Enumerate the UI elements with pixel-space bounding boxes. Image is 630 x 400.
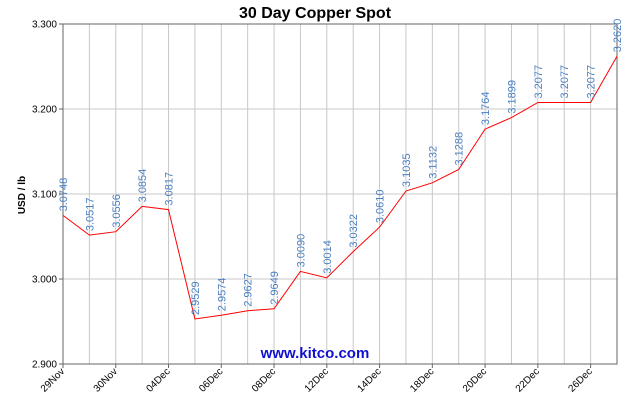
watermark-text: www.kitco.com [260, 345, 370, 362]
y-tick-label: 3.000 [32, 275, 57, 286]
data-label: 3.2077 [586, 65, 598, 99]
y-tick-label: 2.900 [32, 360, 57, 371]
x-tick-label: 26Dec [567, 366, 595, 394]
data-label: 3.0322 [348, 214, 360, 248]
data-label: 3.0854 [137, 169, 149, 203]
copper-price-line [62, 56, 618, 320]
data-label: 2.9649 [269, 271, 281, 305]
data-label: 3.2077 [533, 65, 545, 99]
grid-lines [63, 24, 617, 364]
x-tick-label: 14Dec [355, 366, 383, 394]
data-label: 3.0014 [322, 240, 334, 274]
x-tick-label: 30Nov [92, 366, 120, 394]
y-tick-label: 3.200 [32, 105, 57, 116]
y-tick-label: 3.300 [32, 20, 57, 31]
data-label: 3.1035 [401, 153, 413, 187]
x-axis-ticks: 29Nov 30Nov 04Dec 06Dec 08Dec 12Dec 14Dec 18Dec… [39, 364, 595, 395]
data-label: 3.0090 [295, 234, 307, 268]
chart-title: 30 Day Copper Spot [239, 5, 392, 22]
data-label: 3.0556 [111, 194, 123, 228]
x-tick-label: 22Dec [514, 366, 542, 394]
data-label: 3.1132 [427, 146, 439, 179]
x-tick-label: 12Dec [303, 366, 331, 394]
data-label: 2.9627 [243, 273, 255, 307]
data-label: 3.2620 [612, 19, 624, 53]
y-axis-label: USD / lb [17, 176, 28, 214]
data-labels: 3.0748 3.0517 3.0556 3.0854 3.0817 2.9529 2.95… [58, 19, 624, 315]
x-tick-label: 08Dec [250, 366, 278, 394]
data-label: 3.1288 [454, 132, 466, 166]
data-label: 2.9574 [216, 278, 228, 312]
data-label: 3.0610 [375, 189, 387, 223]
x-tick-label: 20Dec [461, 366, 489, 394]
data-label: 3.2077 [559, 65, 571, 99]
x-tick-label: 18Dec [408, 366, 436, 394]
y-tick-label: 3.100 [32, 190, 57, 201]
data-label: 2.9529 [190, 281, 202, 315]
x-tick-label: 04Dec [144, 366, 172, 394]
x-tick-label: 29Nov [39, 366, 67, 394]
data-label: 3.0517 [84, 197, 96, 231]
data-label: 3.1899 [506, 80, 518, 114]
x-tick-label: 06Dec [197, 366, 225, 394]
data-label: 3.0748 [58, 178, 70, 212]
y-axis-ticks: 2.900 3.000 3.100 3.200 3.300 [32, 20, 63, 371]
data-label: 3.1764 [480, 91, 492, 125]
data-label: 3.0817 [163, 172, 175, 206]
